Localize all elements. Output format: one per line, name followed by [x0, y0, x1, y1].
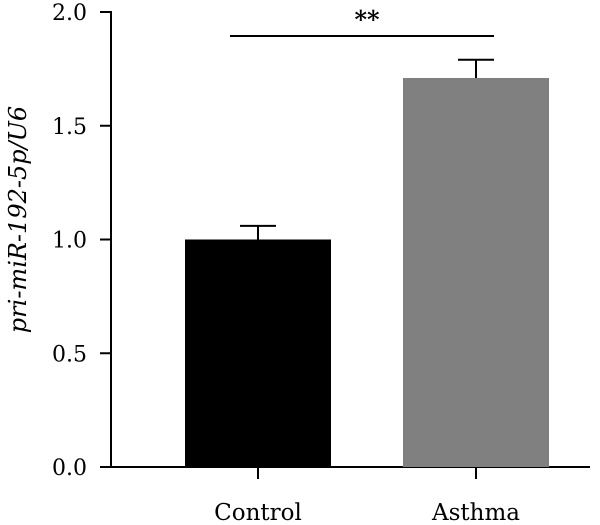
- y-tick-label: 1.0: [52, 229, 87, 254]
- significance-marker: **: [230, 5, 494, 37]
- error-bars: [240, 58, 494, 240]
- y-tick-label: 0.0: [52, 456, 87, 481]
- bar-control: [185, 239, 331, 467]
- y-tick-label: 2.0: [52, 1, 87, 26]
- x-tick-label: Control: [214, 500, 302, 525]
- significance-label: **: [354, 5, 380, 34]
- y-tick-label: 0.5: [52, 342, 87, 367]
- y-tick-label: 1.5: [52, 115, 87, 140]
- x-tick-label: Asthma: [431, 500, 520, 525]
- y-axis-label: pri-miR-192-5p/U6: [4, 106, 32, 333]
- bar-asthma: [403, 77, 549, 467]
- bars: [185, 77, 549, 467]
- axes: 0.0 0.5 1.0 1.5 2.0 Control Asthma: [52, 1, 590, 525]
